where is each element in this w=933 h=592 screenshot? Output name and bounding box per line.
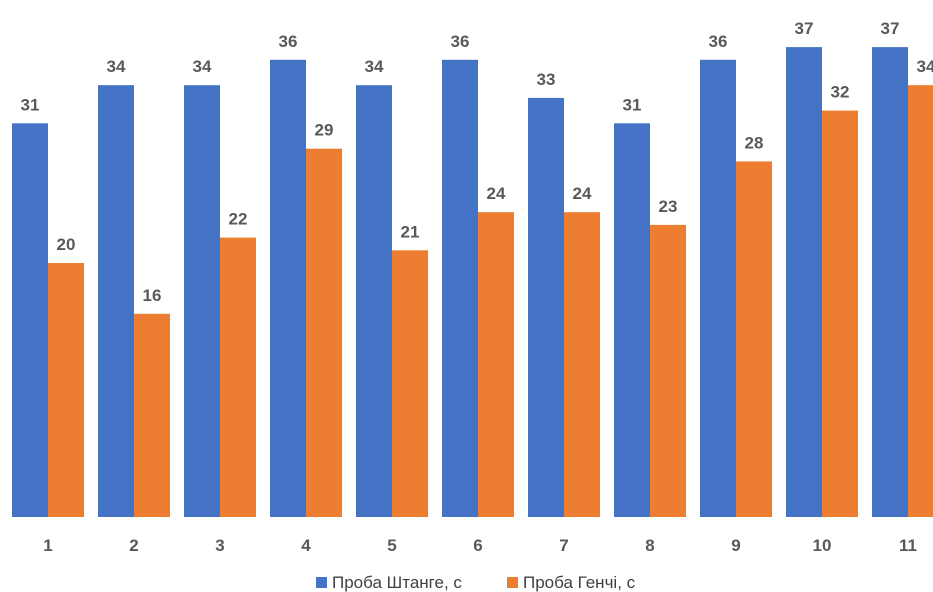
data-labels-layer: 31 20 34 16 34 22 36 29 34 21 36 24 33 24 31 23 36 28 37 32… — [21, 19, 933, 305]
legend-label-series-2: Проба Генчі, с — [523, 573, 636, 592]
x-tick-label-1: 1 — [43, 536, 52, 555]
legend-label-series-1: Проба Штанге, с — [332, 573, 462, 592]
legend: Проба Штанге, с Проба Генчі, с — [316, 573, 636, 592]
bar-series-1-cat-7 — [528, 97, 564, 518]
bar-series-2-cat-6 — [478, 212, 514, 517]
data-label-series-1-cat-4: 36 — [279, 32, 298, 51]
x-tick-label-7: 7 — [559, 536, 568, 555]
bar-series-1-cat-9 — [700, 59, 736, 518]
data-label-series-1-cat-1: 31 — [21, 95, 40, 114]
bar-series-2-cat-1 — [48, 263, 84, 517]
data-label-series-1-cat-5: 34 — [365, 57, 384, 76]
bar-series-1-cat-3 — [184, 85, 220, 517]
data-label-series-2-cat-2: 16 — [143, 286, 162, 305]
data-label-series-1-cat-3: 34 — [193, 57, 212, 76]
bar-series-2-cat-7 — [564, 212, 600, 517]
bar-series-1-cat-8 — [614, 123, 650, 518]
data-label-series-1-cat-8: 31 — [623, 95, 642, 114]
bars-layer — [12, 47, 933, 518]
bar-series-2-cat-10 — [822, 110, 858, 517]
bar-series-1-cat-4 — [270, 59, 306, 518]
data-label-series-2-cat-5: 21 — [401, 222, 420, 241]
legend-swatch-series-2 — [507, 577, 518, 588]
data-label-series-2-cat-10: 32 — [831, 83, 850, 102]
data-label-series-1-cat-2: 34 — [107, 57, 126, 76]
data-label-series-2-cat-4: 29 — [315, 121, 334, 140]
legend-swatch-series-1 — [316, 577, 327, 588]
data-label-series-1-cat-7: 33 — [537, 70, 556, 89]
data-label-series-2-cat-11: 34 — [917, 57, 933, 76]
x-tick-label-11: 11 — [899, 536, 917, 555]
bar-series-2-cat-3 — [220, 237, 256, 517]
x-tick-label-2: 2 — [129, 536, 138, 555]
data-label-series-2-cat-8: 23 — [659, 197, 678, 216]
data-label-series-2-cat-9: 28 — [745, 133, 764, 152]
bar-series-1-cat-10 — [786, 47, 822, 517]
data-label-series-2-cat-3: 22 — [229, 210, 248, 229]
bar-series-1-cat-6 — [442, 59, 478, 518]
data-label-series-1-cat-11: 37 — [881, 19, 900, 38]
bar-series-2-cat-9 — [736, 161, 772, 517]
bar-series-2-cat-8 — [650, 224, 686, 517]
x-axis-ticks: 1 2 3 4 5 6 7 8 9 10 11 — [43, 536, 917, 555]
x-tick-label-4: 4 — [301, 536, 311, 555]
bar-series-2-cat-5 — [392, 250, 428, 518]
data-label-series-2-cat-6: 24 — [487, 184, 506, 203]
x-tick-label-8: 8 — [645, 536, 654, 555]
bar-series-2-cat-2 — [134, 313, 170, 517]
data-label-series-1-cat-6: 36 — [451, 32, 470, 51]
x-tick-label-6: 6 — [473, 536, 482, 555]
x-tick-label-5: 5 — [387, 536, 396, 555]
data-label-series-1-cat-10: 37 — [795, 19, 814, 38]
bar-series-1-cat-11 — [872, 47, 908, 517]
bar-series-1-cat-1 — [12, 123, 48, 518]
data-label-series-2-cat-7: 24 — [573, 184, 592, 203]
data-label-series-1-cat-9: 36 — [709, 32, 728, 51]
bar-series-2-cat-4 — [306, 148, 342, 517]
data-label-series-2-cat-1: 20 — [57, 235, 76, 254]
bar-series-2-cat-11 — [908, 85, 933, 517]
x-tick-label-9: 9 — [731, 536, 740, 555]
bar-series-1-cat-5 — [356, 85, 392, 517]
x-tick-label-10: 10 — [813, 536, 832, 555]
x-tick-label-3: 3 — [215, 536, 224, 555]
bar-series-1-cat-2 — [98, 85, 134, 517]
